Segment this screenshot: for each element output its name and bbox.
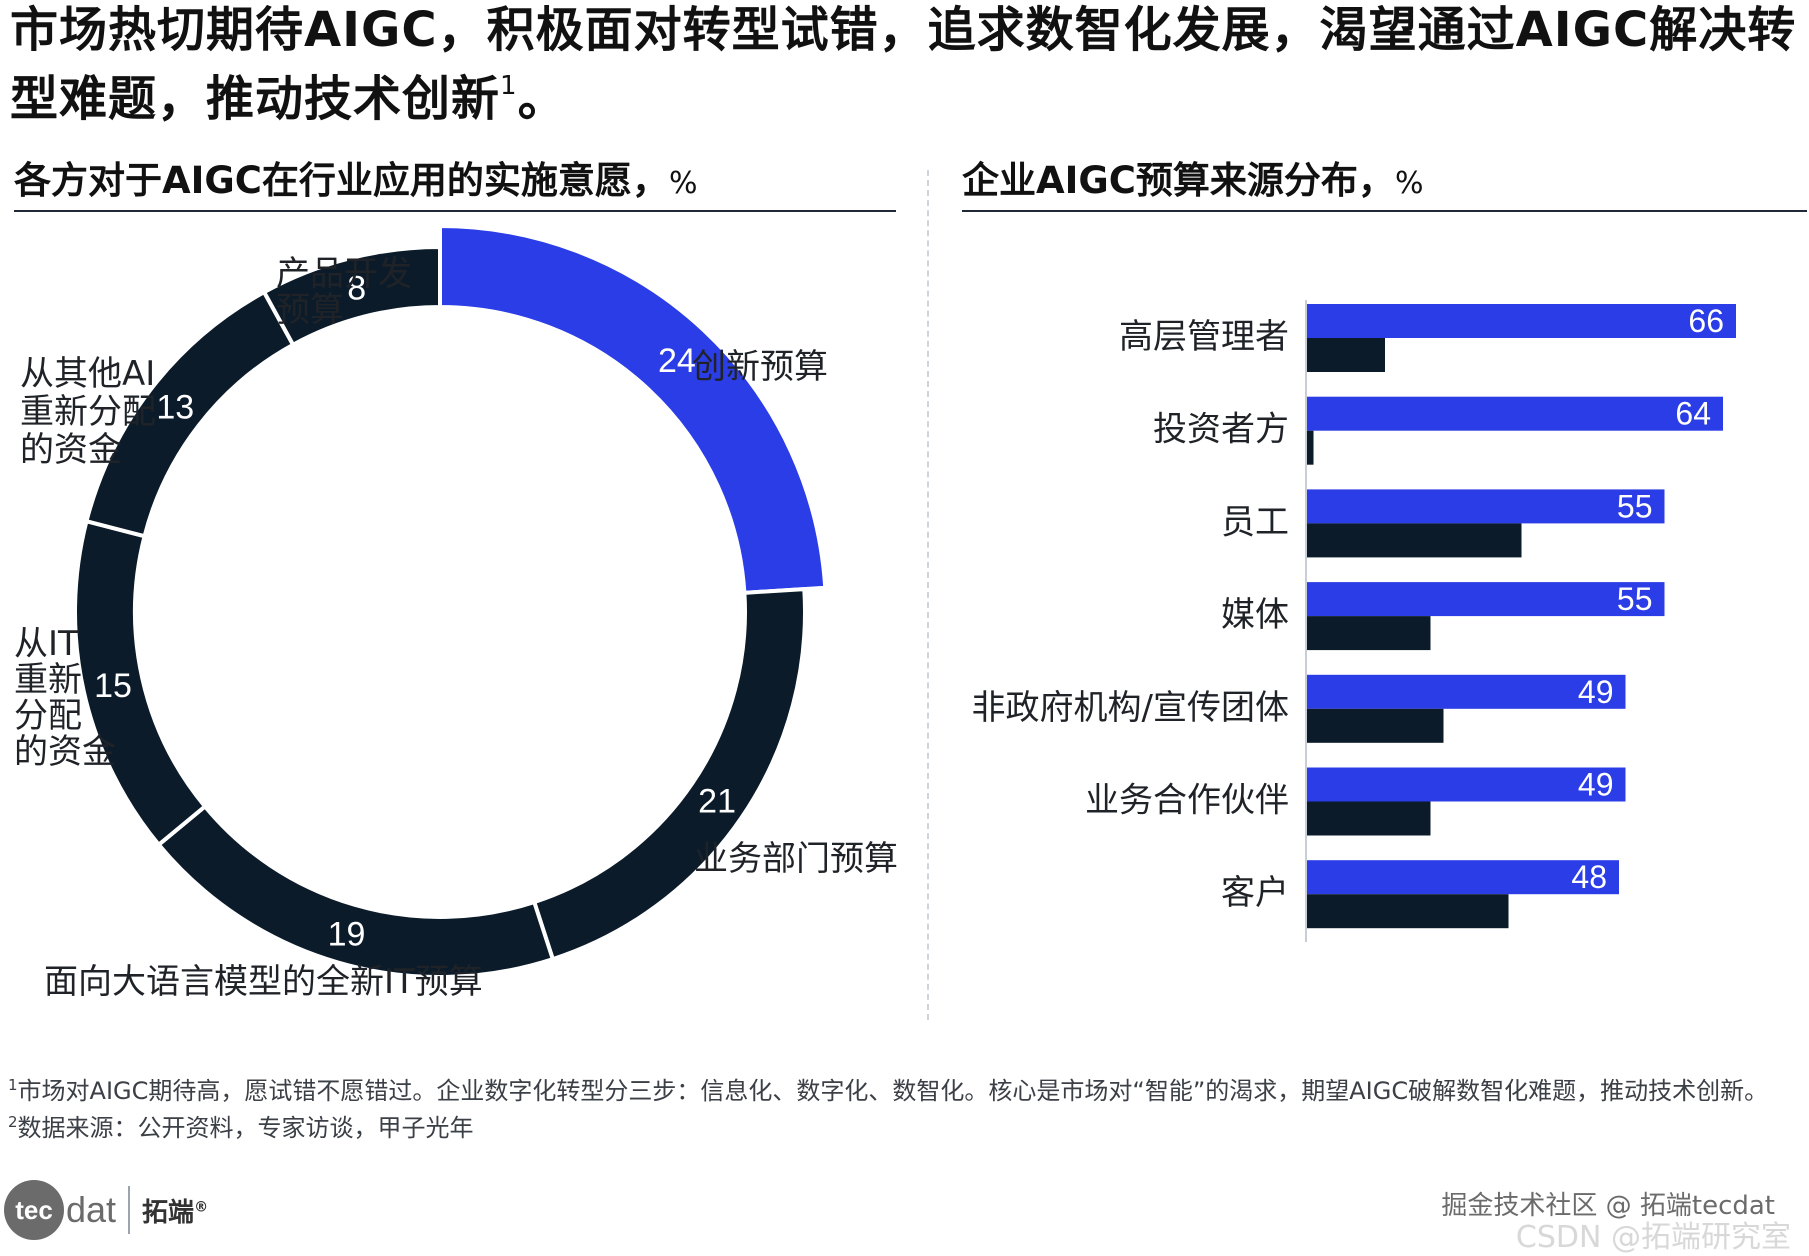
- footnote-1: 1市场对AIGC期待高，愿试错不愿错过。企业数字化转型分三步：信息化、数字化、数…: [8, 1070, 1798, 1107]
- right-chart-title-unit: %: [1394, 166, 1424, 201]
- logo-tail-text: dat: [66, 1189, 117, 1230]
- left-title-rule: [14, 210, 896, 212]
- logo-cn-text: 拓端®: [142, 1192, 208, 1229]
- bar-series-2: [1307, 894, 1509, 929]
- bar-series-1: [1307, 304, 1736, 338]
- bar-chart: 66 高层管理者 64 投资者方 55 员工 55 媒体 49 非政府机构/宣传团体 49 业务合作伙…: [972, 300, 1736, 942]
- footnote-2-marker: 2: [8, 1113, 18, 1131]
- headline-text: 市场热切期待AIGC，积极面对转型试错，追求数智化发展，渴望通过AIGC解决转型…: [10, 2, 1797, 127]
- donut-category-label: 产品开发预算: [276, 254, 412, 330]
- bar-value-label: 49: [1578, 767, 1614, 803]
- left-chart-title: 各方对于AIGC在行业应用的实施意愿，%: [14, 150, 697, 204]
- bar-series-1: [1307, 489, 1665, 524]
- bar-value-label: 66: [1688, 303, 1724, 339]
- donut-value-label: 24: [658, 342, 696, 380]
- bar-series-2: [1307, 616, 1431, 651]
- logo-cn-label: 拓端: [142, 1197, 195, 1228]
- headline-footnote-marker: 1: [500, 71, 518, 101]
- bar-category-label: 业务合作伙伴: [1085, 781, 1289, 821]
- bar-series-2: [1307, 708, 1444, 743]
- bar-category-label: 投资者方: [1153, 410, 1289, 450]
- bar-series-1: [1307, 582, 1665, 617]
- bar-category-label: 非政府机构/宣传团体: [972, 688, 1289, 728]
- left-chart-title-unit: %: [668, 166, 698, 201]
- bar-category-label: 媒体: [1221, 595, 1289, 635]
- bar-value-label: 64: [1675, 396, 1711, 432]
- watermark: 掘金技术社区 @ 拓端tecdat: [1441, 1191, 1775, 1221]
- bar-series-1: [1307, 674, 1626, 709]
- donut-value-label: 21: [698, 782, 736, 820]
- bar-value-label: 55: [1617, 581, 1653, 617]
- logo-divider: [128, 1186, 131, 1234]
- right-title-rule: [962, 210, 1807, 212]
- donut-value-label: 13: [156, 389, 194, 427]
- footnote-1-text: 市场对AIGC期待高，愿试错不愿错过。企业数字化转型分三步：信息化、数字化、数智…: [17, 1077, 1769, 1105]
- bar-value-label: 48: [1571, 859, 1607, 895]
- logo-registered-mark: ®: [194, 1198, 209, 1215]
- footnote-2: 2数据来源：公开资料，专家访谈，甲子光年: [8, 1107, 1798, 1144]
- bar-series-1: [1307, 767, 1626, 802]
- donut-category-label: 从IT 重新分配的资金: [14, 624, 116, 772]
- bar-series-1: [1307, 396, 1723, 431]
- bar-value-label: 55: [1617, 488, 1653, 524]
- bar-category-label: 高层管理者: [1119, 317, 1289, 357]
- footnotes: 1市场对AIGC期待高，愿试错不愿错过。企业数字化转型分三步：信息化、数字化、数…: [8, 1070, 1798, 1144]
- column-divider: [927, 170, 929, 1020]
- bar-series-2: [1307, 430, 1314, 465]
- donut-category-label: 创新预算: [692, 347, 828, 387]
- bar-category-label: 客户: [1221, 873, 1289, 913]
- donut-category-label: 面向大语言模型的全新IT预算: [44, 962, 483, 1002]
- right-chart-title-text: 企业AIGC预算来源分布，: [962, 159, 1395, 202]
- bar-series-2: [1307, 338, 1385, 372]
- brand-logo: tec dat 拓端®: [4, 1178, 208, 1242]
- donut-value-label: 19: [328, 916, 366, 954]
- bar-category-label: 员工: [1221, 502, 1289, 542]
- footnote-2-text: 数据来源：公开资料，专家访谈，甲子光年: [17, 1114, 474, 1142]
- bar-series-1: [1307, 860, 1619, 895]
- logo-circle-icon: tec: [4, 1180, 64, 1240]
- donut-value-label: 8: [347, 270, 366, 308]
- headline-end-mark: 。: [517, 71, 567, 127]
- right-chart-title: 企业AIGC预算来源分布，%: [962, 150, 1423, 204]
- donut-value-label: 15: [94, 667, 132, 705]
- donut-slice: [261, 244, 442, 348]
- donut-slice: [438, 223, 828, 595]
- bar-value-label: 49: [1578, 674, 1614, 710]
- donut-category-label: 业务部门预算: [694, 839, 898, 879]
- left-chart-title-text: 各方对于AIGC在行业应用的实施意愿，: [14, 159, 669, 202]
- donut-category-label: 从其他AI 重新分配的资金: [20, 354, 156, 470]
- bar-series-2: [1307, 523, 1522, 558]
- footnote-1-marker: 1: [8, 1076, 18, 1094]
- bar-series-2: [1307, 801, 1431, 836]
- page-headline: 市场热切期待AIGC，积极面对转型试错，追求数智化发展，渴望通过AIGC解决转型…: [10, 0, 1800, 129]
